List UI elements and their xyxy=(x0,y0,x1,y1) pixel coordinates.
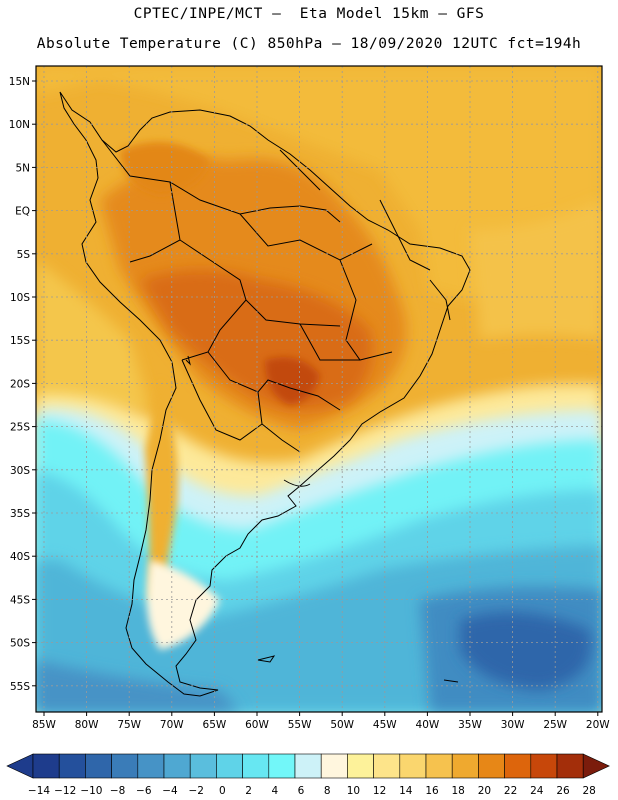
lon-label: 50W xyxy=(330,719,354,731)
colorbar-cell xyxy=(504,753,532,779)
lat-label: 35S xyxy=(10,508,30,520)
colorbar-cell xyxy=(530,753,558,779)
lon-label: 70W xyxy=(160,719,184,731)
colorbar-tick-label: 6 xyxy=(298,785,305,797)
colorbar-cell xyxy=(58,753,86,779)
colorbar-cell xyxy=(294,753,322,779)
lat-label: 10S xyxy=(10,292,30,304)
colorbar-tick-label: −10 xyxy=(80,785,102,797)
gridlines xyxy=(36,66,602,712)
colorbar-tick-label: 4 xyxy=(271,785,278,797)
map-frame xyxy=(35,65,603,713)
colorbar-cell xyxy=(85,753,112,779)
colorbar-tick-label: −14 xyxy=(28,785,50,797)
lon-label: 60W xyxy=(245,719,269,731)
lat-label: 15N xyxy=(9,76,30,88)
colorbar-cell xyxy=(425,753,453,779)
lat-label: EQ xyxy=(15,206,30,218)
colorbar-max-arrow xyxy=(582,753,610,779)
lon-label: 30W xyxy=(501,719,525,731)
colorbar-tick-label: 0 xyxy=(219,785,226,797)
colorbar-tick-label: 10 xyxy=(347,785,360,797)
lat-label: 55S xyxy=(10,681,30,693)
colorbar-tick-label: 22 xyxy=(504,785,517,797)
colorbar-tick-label: 26 xyxy=(556,785,570,797)
lat-label: 5S xyxy=(17,249,31,261)
colorbar-tick-label: 2 xyxy=(245,785,252,797)
colorbar-tick-label: 28 xyxy=(583,785,596,797)
colorbar-cell xyxy=(373,753,401,779)
colorbar-tick-label: 14 xyxy=(399,785,413,797)
chart-title-line2: Absolute Temperature (C) 850hPa – 18/09/… xyxy=(36,36,582,52)
lat-label: 30S xyxy=(10,465,30,477)
colorbar-cell xyxy=(137,753,165,779)
colorbar-cell xyxy=(268,753,296,779)
colorbar-cell xyxy=(216,753,243,779)
colorbar-tick-label: 24 xyxy=(530,785,544,797)
lon-label: 45W xyxy=(373,719,397,731)
lon-label: 85W xyxy=(32,719,56,731)
colorbar-tick-label: −2 xyxy=(188,785,203,797)
colorbar-cell xyxy=(32,753,60,779)
chart-title-line1: CPTEC/INPE/MCT – Eta Model 15km – GFS xyxy=(133,6,485,22)
lat-label: 40S xyxy=(10,551,30,563)
colorbar-tick-label: 16 xyxy=(425,785,439,797)
colorbar-cell xyxy=(451,753,479,779)
colorbar-tick-label: 12 xyxy=(373,785,386,797)
lon-label: 75W xyxy=(117,719,141,731)
lon-label: 35W xyxy=(458,719,482,731)
colorbar-cell xyxy=(399,753,427,779)
temperature-field xyxy=(36,66,602,712)
colorbar-tick-label: −8 xyxy=(110,785,125,797)
colorbar-cell xyxy=(347,753,374,779)
colorbar-tick-label: 20 xyxy=(478,785,491,797)
lat-label: 25S xyxy=(10,422,30,434)
lon-label: 40W xyxy=(416,719,440,731)
lat-label: 50S xyxy=(10,638,30,650)
lon-label: 65W xyxy=(203,719,227,731)
colorbar-tick-label: 18 xyxy=(452,785,465,797)
lon-label: 25W xyxy=(543,719,567,731)
temperature-map: 15N 10N 5N EQ 5S 10S 15S 20S 25S 30S 35S 40S 45S 50S 5… xyxy=(9,65,610,731)
colorbar-cell xyxy=(111,753,139,779)
colorbar-tick-label: 8 xyxy=(324,785,331,797)
colorbar-tick-label: −12 xyxy=(54,785,76,797)
lon-label: 80W xyxy=(75,719,99,731)
colorbar-cell xyxy=(242,753,270,779)
lon-label: 20W xyxy=(586,719,610,731)
lat-label: 15S xyxy=(10,335,30,347)
colorbar-cell xyxy=(320,753,348,779)
longitude-labels: 85W 80W 75W 70W 65W 60W 55W 50W 45W 40W 35W 30W 25W 2… xyxy=(32,712,610,731)
colorbar: −14 −12 −10 −8 −6 −4 −2 0 2 4 6 8 10 12 14 16 18 20 22 24 26… xyxy=(6,753,610,797)
colorbar-tick-label: −4 xyxy=(162,785,178,797)
lat-label: 20S xyxy=(10,378,30,390)
lat-label: 10N xyxy=(9,119,30,131)
colorbar-min-arrow xyxy=(6,753,34,779)
colorbar-cell xyxy=(556,753,584,779)
colorbar-cell xyxy=(478,753,505,779)
lat-label: 45S xyxy=(10,594,30,606)
colorbar-cell xyxy=(163,753,191,779)
lon-label: 55W xyxy=(288,719,312,731)
latitude-labels: 15N 10N 5N EQ 5S 10S 15S 20S 25S 30S 35S 40S 45S 50S 5… xyxy=(9,76,36,693)
colorbar-tick-label: −6 xyxy=(136,785,152,797)
lat-label: 5N xyxy=(15,162,30,174)
colorbar-cell xyxy=(189,753,217,779)
